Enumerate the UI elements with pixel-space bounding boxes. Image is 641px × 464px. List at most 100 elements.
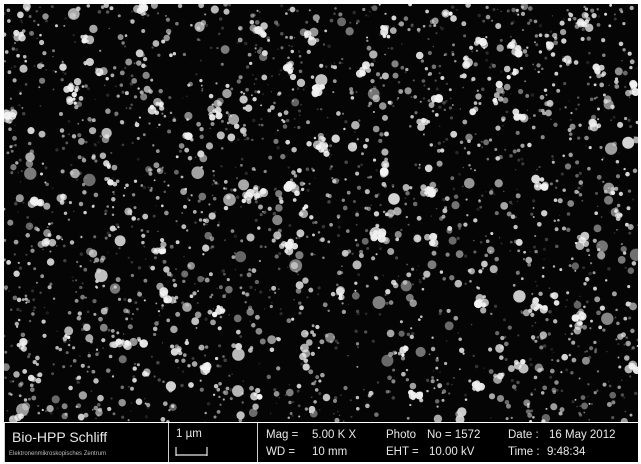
particle bbox=[614, 84, 620, 89]
particle bbox=[388, 351, 394, 357]
particle bbox=[569, 123, 576, 130]
particle bbox=[177, 4, 183, 9]
noise-speck bbox=[268, 296, 271, 299]
particle bbox=[473, 169, 477, 172]
particle bbox=[452, 43, 455, 47]
particle bbox=[315, 74, 328, 87]
particle bbox=[584, 7, 589, 11]
noise-speck bbox=[130, 74, 134, 78]
particle bbox=[219, 315, 223, 319]
particle bbox=[331, 177, 334, 180]
particle-cluster bbox=[569, 324, 573, 328]
noise-speck bbox=[33, 64, 36, 67]
particle bbox=[75, 405, 78, 408]
particle bbox=[198, 344, 205, 351]
noise-speck bbox=[273, 189, 276, 192]
particle-cluster bbox=[285, 185, 292, 192]
particle bbox=[436, 160, 443, 167]
particle bbox=[567, 17, 572, 22]
noise-speck bbox=[462, 86, 465, 89]
particle bbox=[220, 119, 224, 123]
particle bbox=[117, 297, 122, 301]
noise-speck bbox=[44, 409, 48, 413]
noise-speck bbox=[611, 416, 615, 420]
noise-speck bbox=[516, 380, 520, 385]
particle bbox=[367, 104, 371, 108]
noise-speck bbox=[520, 311, 524, 315]
noise-speck bbox=[68, 339, 71, 342]
particle bbox=[487, 76, 492, 81]
particle bbox=[223, 8, 230, 15]
particle bbox=[222, 398, 225, 401]
particle bbox=[118, 355, 127, 364]
particle bbox=[530, 312, 535, 317]
particle bbox=[116, 331, 120, 335]
particle bbox=[386, 329, 395, 338]
particle bbox=[484, 253, 488, 258]
particle bbox=[413, 95, 418, 99]
particle-cluster bbox=[381, 160, 390, 169]
particle bbox=[175, 21, 179, 26]
particle bbox=[523, 250, 526, 254]
particle bbox=[225, 386, 230, 391]
noise-speck bbox=[328, 155, 331, 159]
particle-cluster bbox=[35, 377, 42, 384]
noise-speck bbox=[509, 200, 513, 204]
particle-cluster bbox=[539, 177, 545, 182]
noise-speck bbox=[350, 415, 353, 418]
noise-speck bbox=[505, 110, 509, 114]
particle bbox=[457, 407, 467, 417]
particle bbox=[195, 326, 198, 329]
particle-cluster bbox=[216, 305, 221, 309]
noise-speck bbox=[634, 391, 638, 396]
particle bbox=[466, 151, 471, 155]
particle bbox=[550, 403, 558, 411]
particle bbox=[517, 249, 521, 253]
particle bbox=[469, 279, 472, 283]
particle bbox=[589, 346, 594, 351]
noise-speck bbox=[547, 332, 551, 336]
particle bbox=[111, 206, 115, 209]
particle bbox=[185, 338, 189, 342]
particle bbox=[291, 88, 295, 91]
particle bbox=[25, 160, 34, 168]
noise-speck bbox=[498, 237, 501, 239]
particle bbox=[506, 403, 511, 409]
particle-cluster bbox=[478, 37, 487, 47]
noise-speck bbox=[418, 280, 422, 284]
noise-speck bbox=[14, 201, 18, 206]
noise-speck bbox=[493, 193, 496, 196]
particle bbox=[289, 259, 303, 273]
particle bbox=[625, 171, 630, 177]
particle bbox=[467, 268, 472, 273]
particle bbox=[462, 119, 468, 125]
noise-speck bbox=[551, 15, 554, 17]
particle bbox=[71, 134, 77, 139]
particle bbox=[283, 110, 289, 115]
particle-cluster bbox=[513, 361, 522, 370]
particle bbox=[459, 140, 464, 145]
particle bbox=[499, 355, 504, 360]
particle bbox=[602, 328, 606, 332]
noise-speck bbox=[517, 334, 520, 337]
particle bbox=[408, 124, 412, 128]
particle bbox=[525, 93, 530, 98]
noise-speck bbox=[297, 273, 299, 276]
noise-speck bbox=[55, 245, 58, 247]
particle bbox=[241, 392, 244, 395]
noise-speck bbox=[132, 375, 136, 379]
particle-cluster bbox=[493, 373, 498, 378]
particle bbox=[19, 381, 24, 386]
noise-speck bbox=[600, 216, 603, 218]
noise-speck bbox=[6, 409, 9, 412]
particle bbox=[545, 317, 549, 322]
noise-speck bbox=[452, 187, 456, 191]
particle bbox=[378, 4, 381, 6]
noise-speck bbox=[81, 282, 84, 285]
particle-cluster bbox=[588, 118, 596, 127]
particle bbox=[587, 166, 591, 171]
noise-speck bbox=[121, 415, 125, 419]
particle bbox=[568, 132, 573, 136]
particle bbox=[573, 301, 582, 309]
noise-speck bbox=[628, 316, 632, 320]
